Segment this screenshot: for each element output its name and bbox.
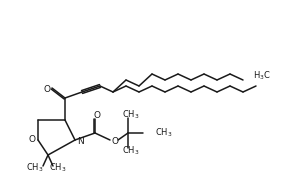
Text: O: O xyxy=(111,136,118,146)
Text: CH$_3$: CH$_3$ xyxy=(49,162,67,174)
Text: CH$_3$: CH$_3$ xyxy=(26,162,44,174)
Text: CH$_3$: CH$_3$ xyxy=(155,127,173,139)
Text: CH$_3$: CH$_3$ xyxy=(122,109,140,121)
Text: N: N xyxy=(77,136,84,146)
Text: O: O xyxy=(29,136,36,145)
Text: CH$_3$: CH$_3$ xyxy=(122,145,140,157)
Text: H$_3$C: H$_3$C xyxy=(253,70,271,82)
Text: O: O xyxy=(93,111,100,119)
Text: O: O xyxy=(43,84,51,94)
